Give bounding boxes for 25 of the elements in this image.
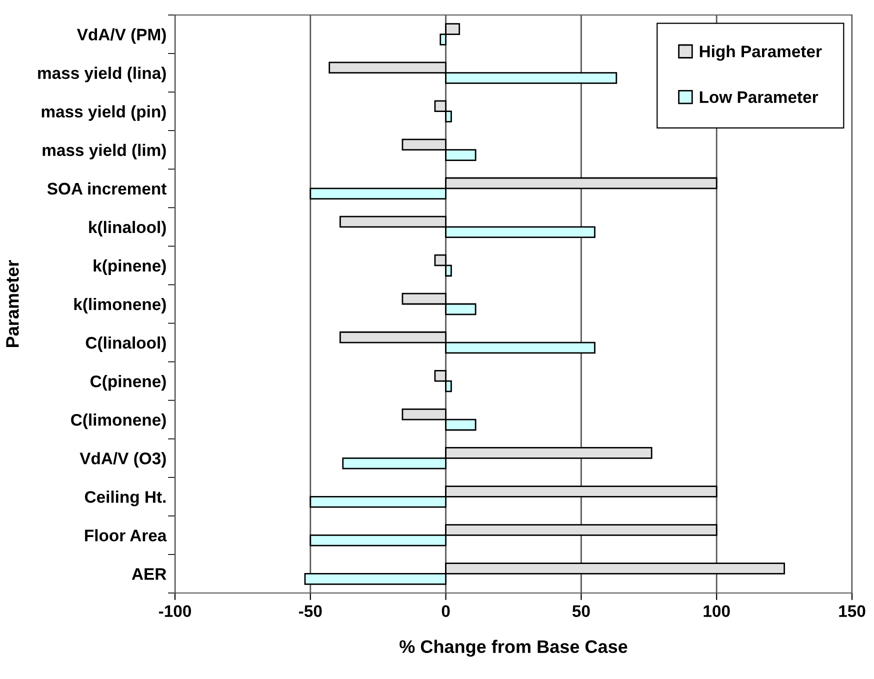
y-tick-label: VdA/V (O3) xyxy=(80,452,166,468)
x-tick-label: -50 xyxy=(299,605,322,618)
legend-label: Low Parameter xyxy=(700,91,818,104)
y-tick-label: Floor Area xyxy=(85,529,167,542)
y-tick-label: k(limonene) xyxy=(74,298,166,314)
y-tick-label: mass yield (pin) xyxy=(42,105,166,121)
y-tick-label: C(linalool) xyxy=(86,336,166,352)
y-tick-label: SOA increment xyxy=(47,182,166,195)
y-tick-label: k(pinene) xyxy=(94,259,166,275)
y-tick-label: C(pinene) xyxy=(90,375,166,391)
y-tick-label: mass yield (lim) xyxy=(42,144,166,160)
legend-label: High Parameter xyxy=(700,45,822,61)
y-tick-label: VdA/V (PM) xyxy=(76,28,166,44)
x-tick-label: 0 xyxy=(442,605,450,618)
x-tick-label: 100 xyxy=(704,605,730,618)
y-tick-label: AER xyxy=(132,568,166,580)
x-tick-label: 50 xyxy=(572,605,590,618)
x-tick-label: 150 xyxy=(839,605,866,618)
y-axis-title: Parameter xyxy=(6,260,19,347)
y-tick-label: Ceiling Ht. xyxy=(84,490,166,506)
x-axis-title: % Change from Base Case xyxy=(400,640,628,657)
y-tick-label: k(linalool) xyxy=(89,220,166,236)
x-tick-label: -100 xyxy=(158,605,191,618)
y-tick-label: C(limonene) xyxy=(71,414,166,430)
y-tick-label: mass yield (lina) xyxy=(38,66,166,82)
